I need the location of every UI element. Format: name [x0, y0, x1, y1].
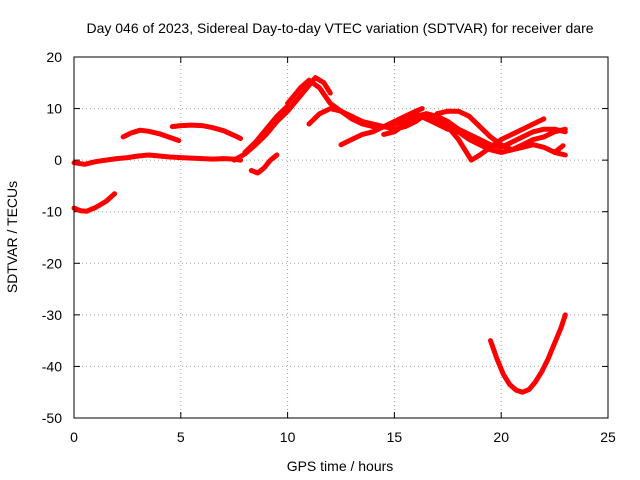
y-tick-label: -30 [42, 307, 62, 323]
series-arc-4 [169, 122, 244, 141]
series-arc-15 [488, 312, 568, 395]
series-arc-14 [552, 143, 566, 155]
series-arc-3 [120, 127, 182, 143]
series-layer [71, 75, 568, 395]
x-tick-label: 5 [177, 429, 185, 445]
series-arc-6 [248, 152, 280, 176]
y-tick-label: 10 [46, 101, 62, 117]
x-tick-label: 15 [387, 429, 403, 445]
ticks-layer: 0 5 10 15 20 25 -50 -40 -30 -20 -10 0 10 20 [42, 49, 616, 445]
y-tick-label: -10 [42, 204, 62, 220]
series-arc-7 [242, 103, 291, 155]
grid-layer [74, 57, 608, 418]
y-tick-label: -50 [42, 410, 62, 426]
series-arc-12 [423, 116, 547, 163]
series-arc-1 [71, 152, 244, 167]
series-arc-10 [338, 106, 425, 148]
x-tick-label: 20 [493, 429, 509, 445]
y-tick-label: -40 [42, 358, 62, 374]
y-axis-label: SDTVAR / TECUs [4, 181, 20, 293]
x-tick-label: 10 [280, 429, 296, 445]
plot-frame [73, 56, 609, 419]
x-tick-label: 25 [600, 429, 616, 445]
series-arc-13 [434, 108, 568, 153]
y-tick-label: 0 [54, 152, 62, 168]
series-arc-11 [381, 111, 568, 158]
y-tick-label: 20 [46, 49, 62, 65]
x-tick-label: 0 [70, 429, 78, 445]
y-tick-label: -20 [42, 255, 62, 271]
x-axis-label: GPS time / hours [287, 458, 394, 474]
series-arc-2 [71, 191, 118, 214]
chart-title: Day 046 of 2023, Sidereal Day-to-day VTE… [86, 20, 593, 36]
